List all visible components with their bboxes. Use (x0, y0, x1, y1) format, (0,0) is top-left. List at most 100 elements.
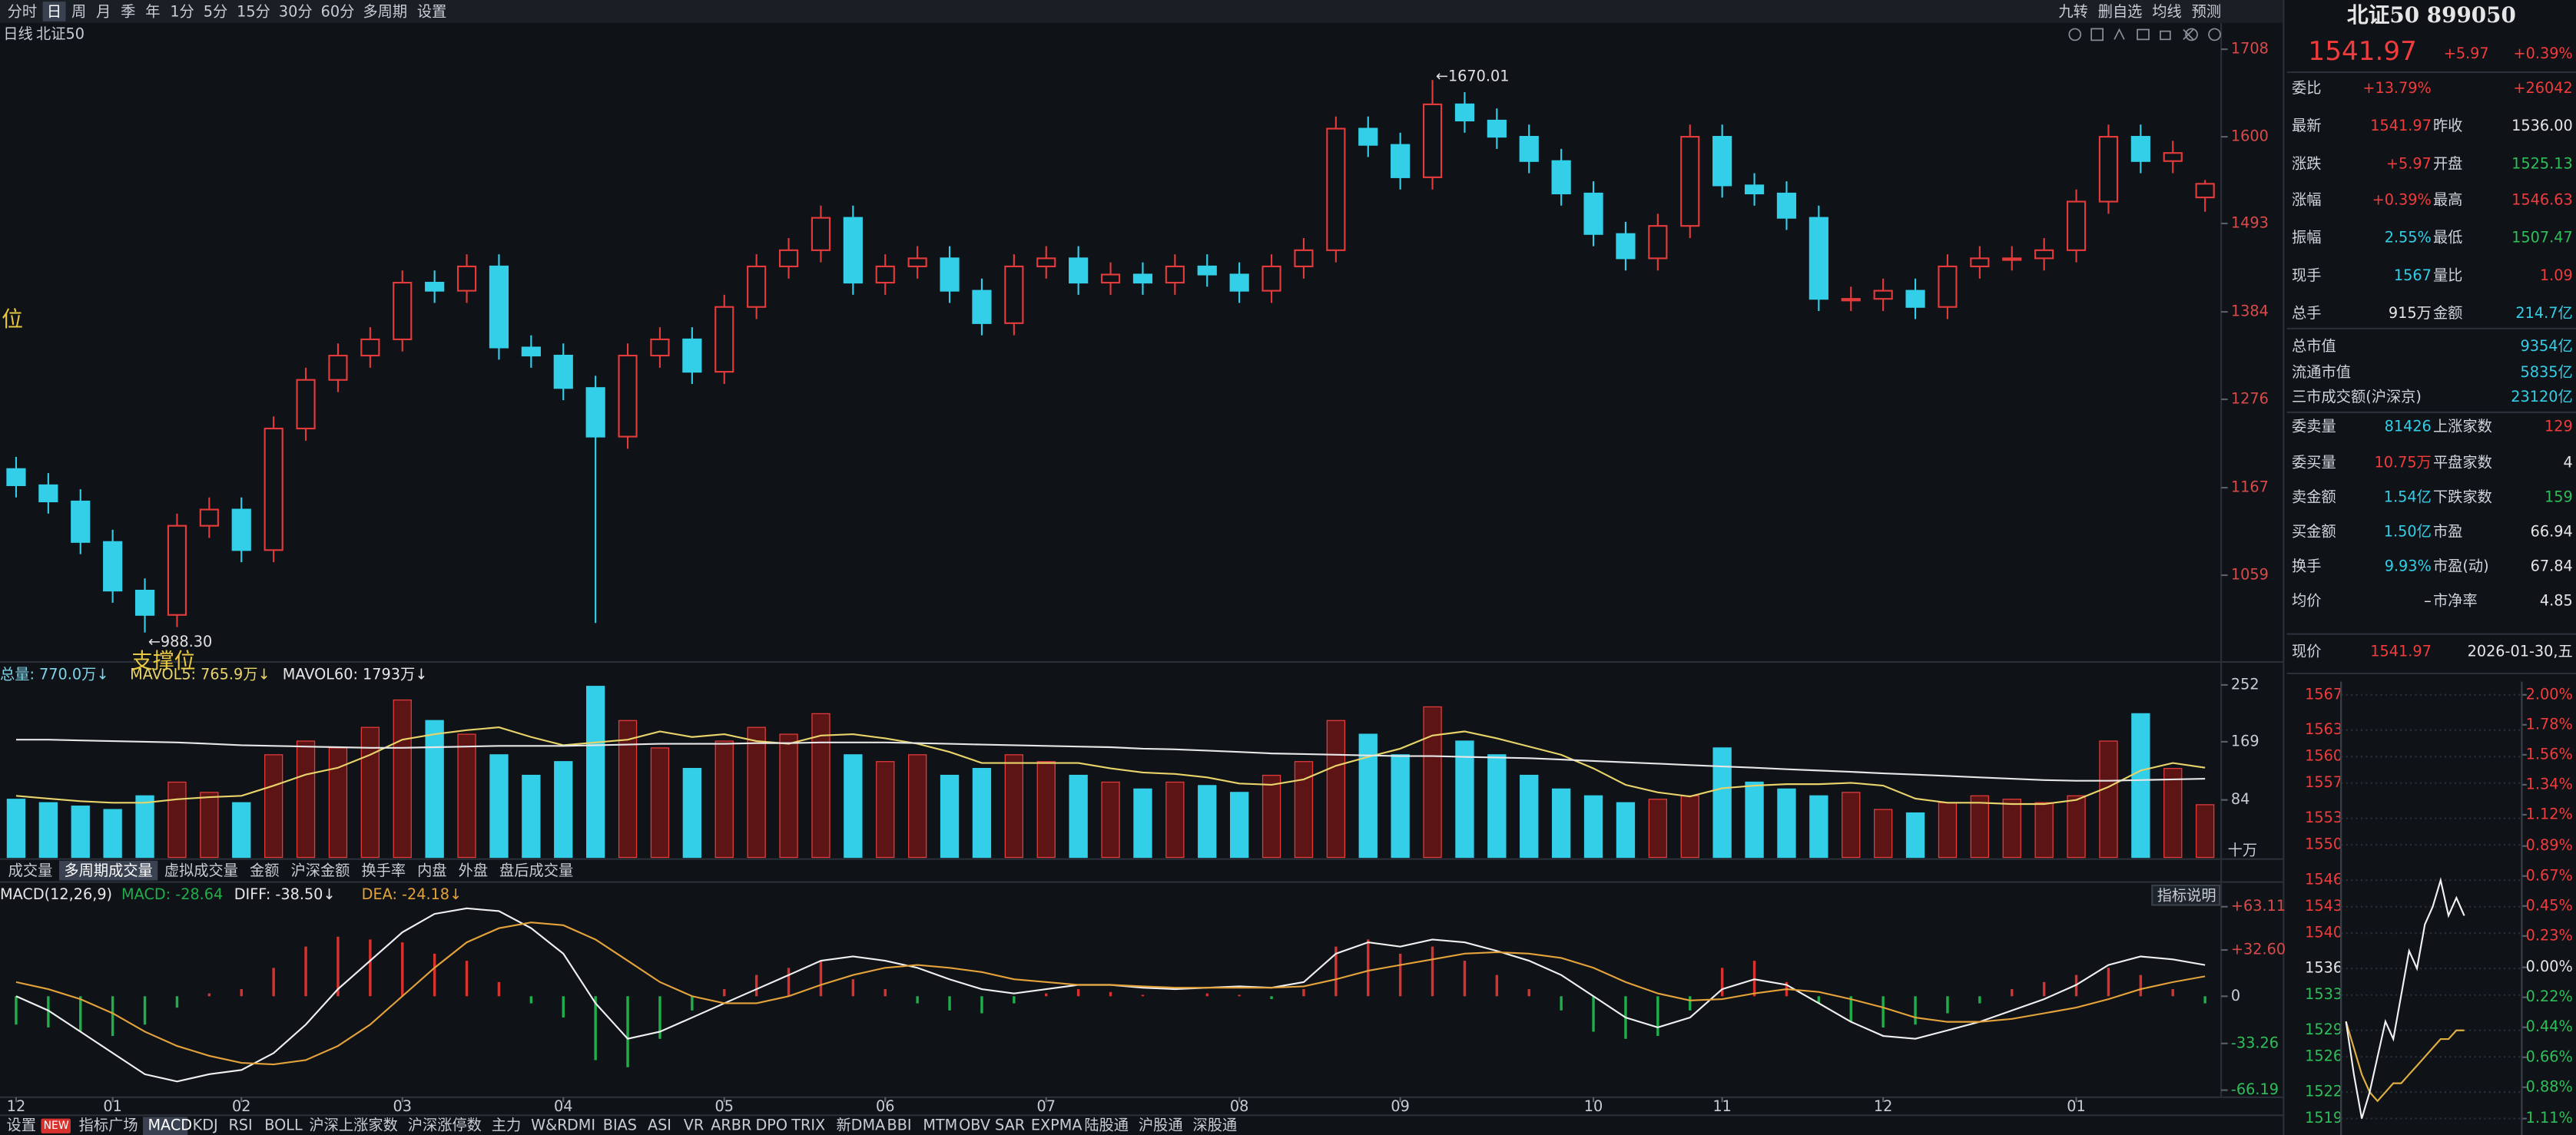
indicator-tab[interactable]: 成交量 (8, 862, 53, 879)
candle-body (747, 265, 767, 308)
period-tab[interactable]: 15分 (237, 3, 270, 21)
tab-active[interactable] (58, 860, 158, 881)
period-tab[interactable]: 周 (71, 3, 86, 21)
button-bg[interactable] (2151, 884, 2221, 906)
quote-label: 最新 (2292, 117, 2321, 134)
volume-bar (1229, 792, 1249, 859)
icon[interactable] (2090, 28, 2104, 41)
bottom-tab[interactable]: BBI (887, 1117, 912, 1134)
volume-bar (1616, 802, 1636, 859)
icon[interactable] (2160, 30, 2171, 41)
quote-label: 下跌家数 (2433, 488, 2492, 506)
candle-body (1391, 144, 1411, 178)
bottom-tab[interactable]: 陆股通 (1084, 1117, 1129, 1134)
bottom-tab[interactable]: 深股通 (1192, 1117, 1237, 1134)
volume-bar (232, 802, 251, 859)
quote-value: +13.79% (2362, 79, 2431, 97)
candle-body (553, 354, 573, 389)
indicator-tab[interactable]: 虚拟成交量 (164, 862, 238, 879)
bottom-tab[interactable]: ARBR (711, 1117, 751, 1134)
bottom-tab[interactable]: EXPMA (1031, 1117, 1082, 1134)
icon[interactable] (2208, 28, 2221, 41)
bottom-tab[interactable]: KDJ (193, 1117, 218, 1134)
period-tab[interactable]: 30分 (279, 3, 313, 21)
period-tab[interactable]: 日 (47, 3, 61, 21)
bottom-tab[interactable]: DPO (755, 1117, 787, 1134)
candle-body (811, 217, 831, 251)
period-tab[interactable]: 设置 (417, 3, 446, 21)
bottom-tab[interactable]: 主力 (492, 1117, 521, 1134)
tab-active[interactable] (42, 2, 66, 22)
bottom-tab[interactable]: 沪股通 (1139, 1117, 1183, 1134)
indicator-tab[interactable]: 多周期成交量 (64, 862, 152, 879)
period-tab[interactable]: 60分 (321, 3, 355, 21)
bottom-tab[interactable]: 设置 (7, 1117, 36, 1134)
volume-bar (489, 754, 509, 859)
bottom-tab[interactable]: RSI (228, 1117, 252, 1134)
help-button[interactable]: 指标说明 (2157, 886, 2216, 904)
period-tab[interactable]: 5分 (204, 3, 227, 21)
bottom-tab[interactable]: TRIX (791, 1117, 825, 1134)
period-tab[interactable]: 季 (121, 3, 135, 21)
indicator-tab[interactable]: 盘后成交量 (499, 862, 573, 879)
bottom-tab[interactable]: BIAS (603, 1117, 637, 1134)
tool-button[interactable]: 均线 (2152, 3, 2181, 21)
period-tab[interactable]: 多周期 (363, 3, 407, 21)
chart-label: 日线 (3, 25, 32, 42)
bottom-tab[interactable]: 沪深涨停数 (408, 1117, 482, 1134)
x-tick-label: 12 (1874, 1097, 1892, 1115)
y2-tick-label: 0.66% (2526, 1047, 2573, 1065)
bottom-tab[interactable]: 沪深上涨家数 (309, 1117, 397, 1134)
bottom-tab[interactable]: MACD (148, 1117, 192, 1134)
indicator-tab[interactable]: 内盘 (417, 862, 446, 879)
quote-value: 81426 (2385, 418, 2432, 435)
chart-icons[interactable] (2068, 28, 2221, 41)
volume-bar (876, 761, 895, 859)
y-tick-label: 1567 (2305, 685, 2342, 703)
tab-active[interactable] (143, 1117, 188, 1135)
volume-header: 总量: 770.0万↓ (0, 666, 108, 683)
volume-bar (522, 774, 541, 859)
bottom-tab[interactable]: DMI (567, 1117, 595, 1134)
bottom-tab[interactable]: W&R (531, 1117, 567, 1134)
quote-title: 北证50 899050 (2347, 2, 2516, 28)
bottom-tab[interactable]: MTM (923, 1117, 957, 1134)
quote-value: 1567 (2394, 266, 2432, 284)
x-tick-label: 08 (1230, 1097, 1248, 1115)
icon[interactable] (2114, 28, 2125, 40)
indicator-tab[interactable]: 沪深金额 (290, 862, 350, 879)
bottom-tab[interactable]: BOLL (264, 1117, 303, 1134)
icon[interactable] (2183, 28, 2194, 40)
candle-body (1487, 119, 1507, 138)
period-tab[interactable]: 年 (145, 3, 160, 21)
bottom-tab[interactable]: 指标广场 (79, 1117, 138, 1134)
bottom-tab[interactable]: VR (684, 1117, 705, 1134)
period-tab[interactable]: 1分 (170, 3, 194, 21)
indicator-tab[interactable]: 换手率 (361, 862, 406, 879)
indicator-tab[interactable]: 金额 (250, 862, 279, 879)
period-tab[interactable]: 分时 (8, 3, 37, 21)
bottom-tab[interactable]: OBV (959, 1117, 990, 1134)
y2-tick-label: 1.12% (2526, 805, 2573, 822)
y-tick-label: 1384 (2231, 303, 2269, 320)
icon[interactable] (2137, 28, 2150, 41)
bottom-tab[interactable]: ASI (648, 1117, 671, 1134)
volume-bar (1004, 754, 1024, 859)
icon[interactable] (2068, 28, 2082, 41)
volume-bar (650, 747, 670, 859)
quote-value: +5.97 (2386, 154, 2432, 172)
period-tab[interactable]: 月 (96, 3, 111, 21)
bottom-tab[interactable]: SAR (995, 1117, 1025, 1134)
bottom-tab[interactable]: 新DMA (836, 1117, 885, 1134)
candle-body (489, 265, 509, 349)
x-tick-label: 03 (393, 1097, 412, 1115)
y-tick-label: 1519 (2305, 1109, 2342, 1127)
tool-button[interactable]: 删自选 (2098, 3, 2143, 21)
volume-bar (393, 699, 412, 859)
tool-button[interactable]: 预测 (2192, 3, 2221, 21)
volume-bar (135, 795, 154, 859)
tool-button[interactable]: 九转 (2058, 3, 2087, 21)
indicator-tab[interactable]: 外盘 (459, 862, 488, 879)
icon[interactable] (2185, 28, 2198, 41)
quote-label: 最高 (2433, 190, 2462, 208)
